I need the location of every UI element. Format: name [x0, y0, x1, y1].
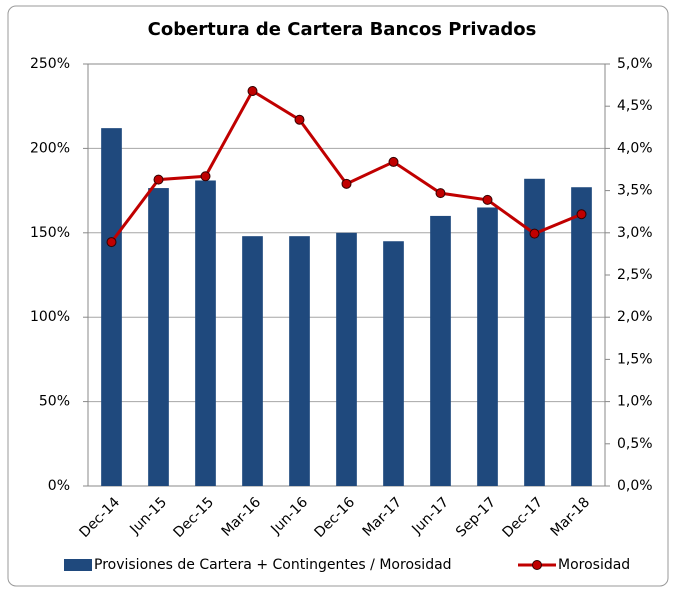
bar [477, 207, 498, 487]
bar [242, 236, 263, 486]
bar [571, 187, 592, 486]
bar [524, 178, 545, 486]
y2-tick-label: 4,5% [617, 98, 653, 114]
marker [294, 114, 305, 125]
y-tick-label: 150% [30, 225, 70, 241]
marker [576, 209, 587, 220]
bar [383, 241, 404, 486]
marker [153, 174, 164, 185]
bar [336, 232, 357, 486]
bar [148, 188, 169, 486]
marker [529, 228, 540, 239]
y-tick-label: 100% [30, 309, 70, 325]
y2-tick-label: 2,5% [617, 267, 653, 283]
y2-tick-label: 0,5% [617, 436, 653, 452]
legend-label: Provisiones de Cartera + Contingentes / … [94, 557, 452, 573]
y2-tick-label: 5,0% [617, 56, 653, 72]
marker [341, 178, 352, 189]
legend-marker [532, 560, 542, 570]
marker [247, 86, 258, 97]
marker [435, 188, 446, 199]
bar [101, 128, 122, 487]
marker [106, 237, 117, 248]
y2-tick-label: 1,0% [617, 394, 653, 410]
bar [195, 180, 216, 487]
bar [289, 236, 310, 486]
bar [430, 215, 451, 487]
y-tick-label: 0% [48, 478, 70, 494]
legend-swatch [64, 559, 92, 571]
y2-tick-label: 0,0% [617, 478, 653, 494]
chart-title: Cobertura de Cartera Bancos Privados [148, 19, 537, 40]
marker [482, 194, 493, 205]
y-tick-label: 50% [39, 394, 70, 410]
y-tick-label: 250% [30, 56, 70, 72]
y2-tick-label: 1,5% [617, 351, 653, 367]
y2-tick-label: 3,5% [617, 183, 653, 199]
y2-tick-label: 2,0% [617, 309, 653, 325]
marker [388, 156, 399, 167]
y2-tick-label: 4,0% [617, 140, 653, 156]
legend-label: Morosidad [558, 557, 630, 573]
y-tick-label: 200% [30, 140, 70, 156]
y2-tick-label: 3,0% [617, 225, 653, 241]
marker [200, 171, 211, 182]
